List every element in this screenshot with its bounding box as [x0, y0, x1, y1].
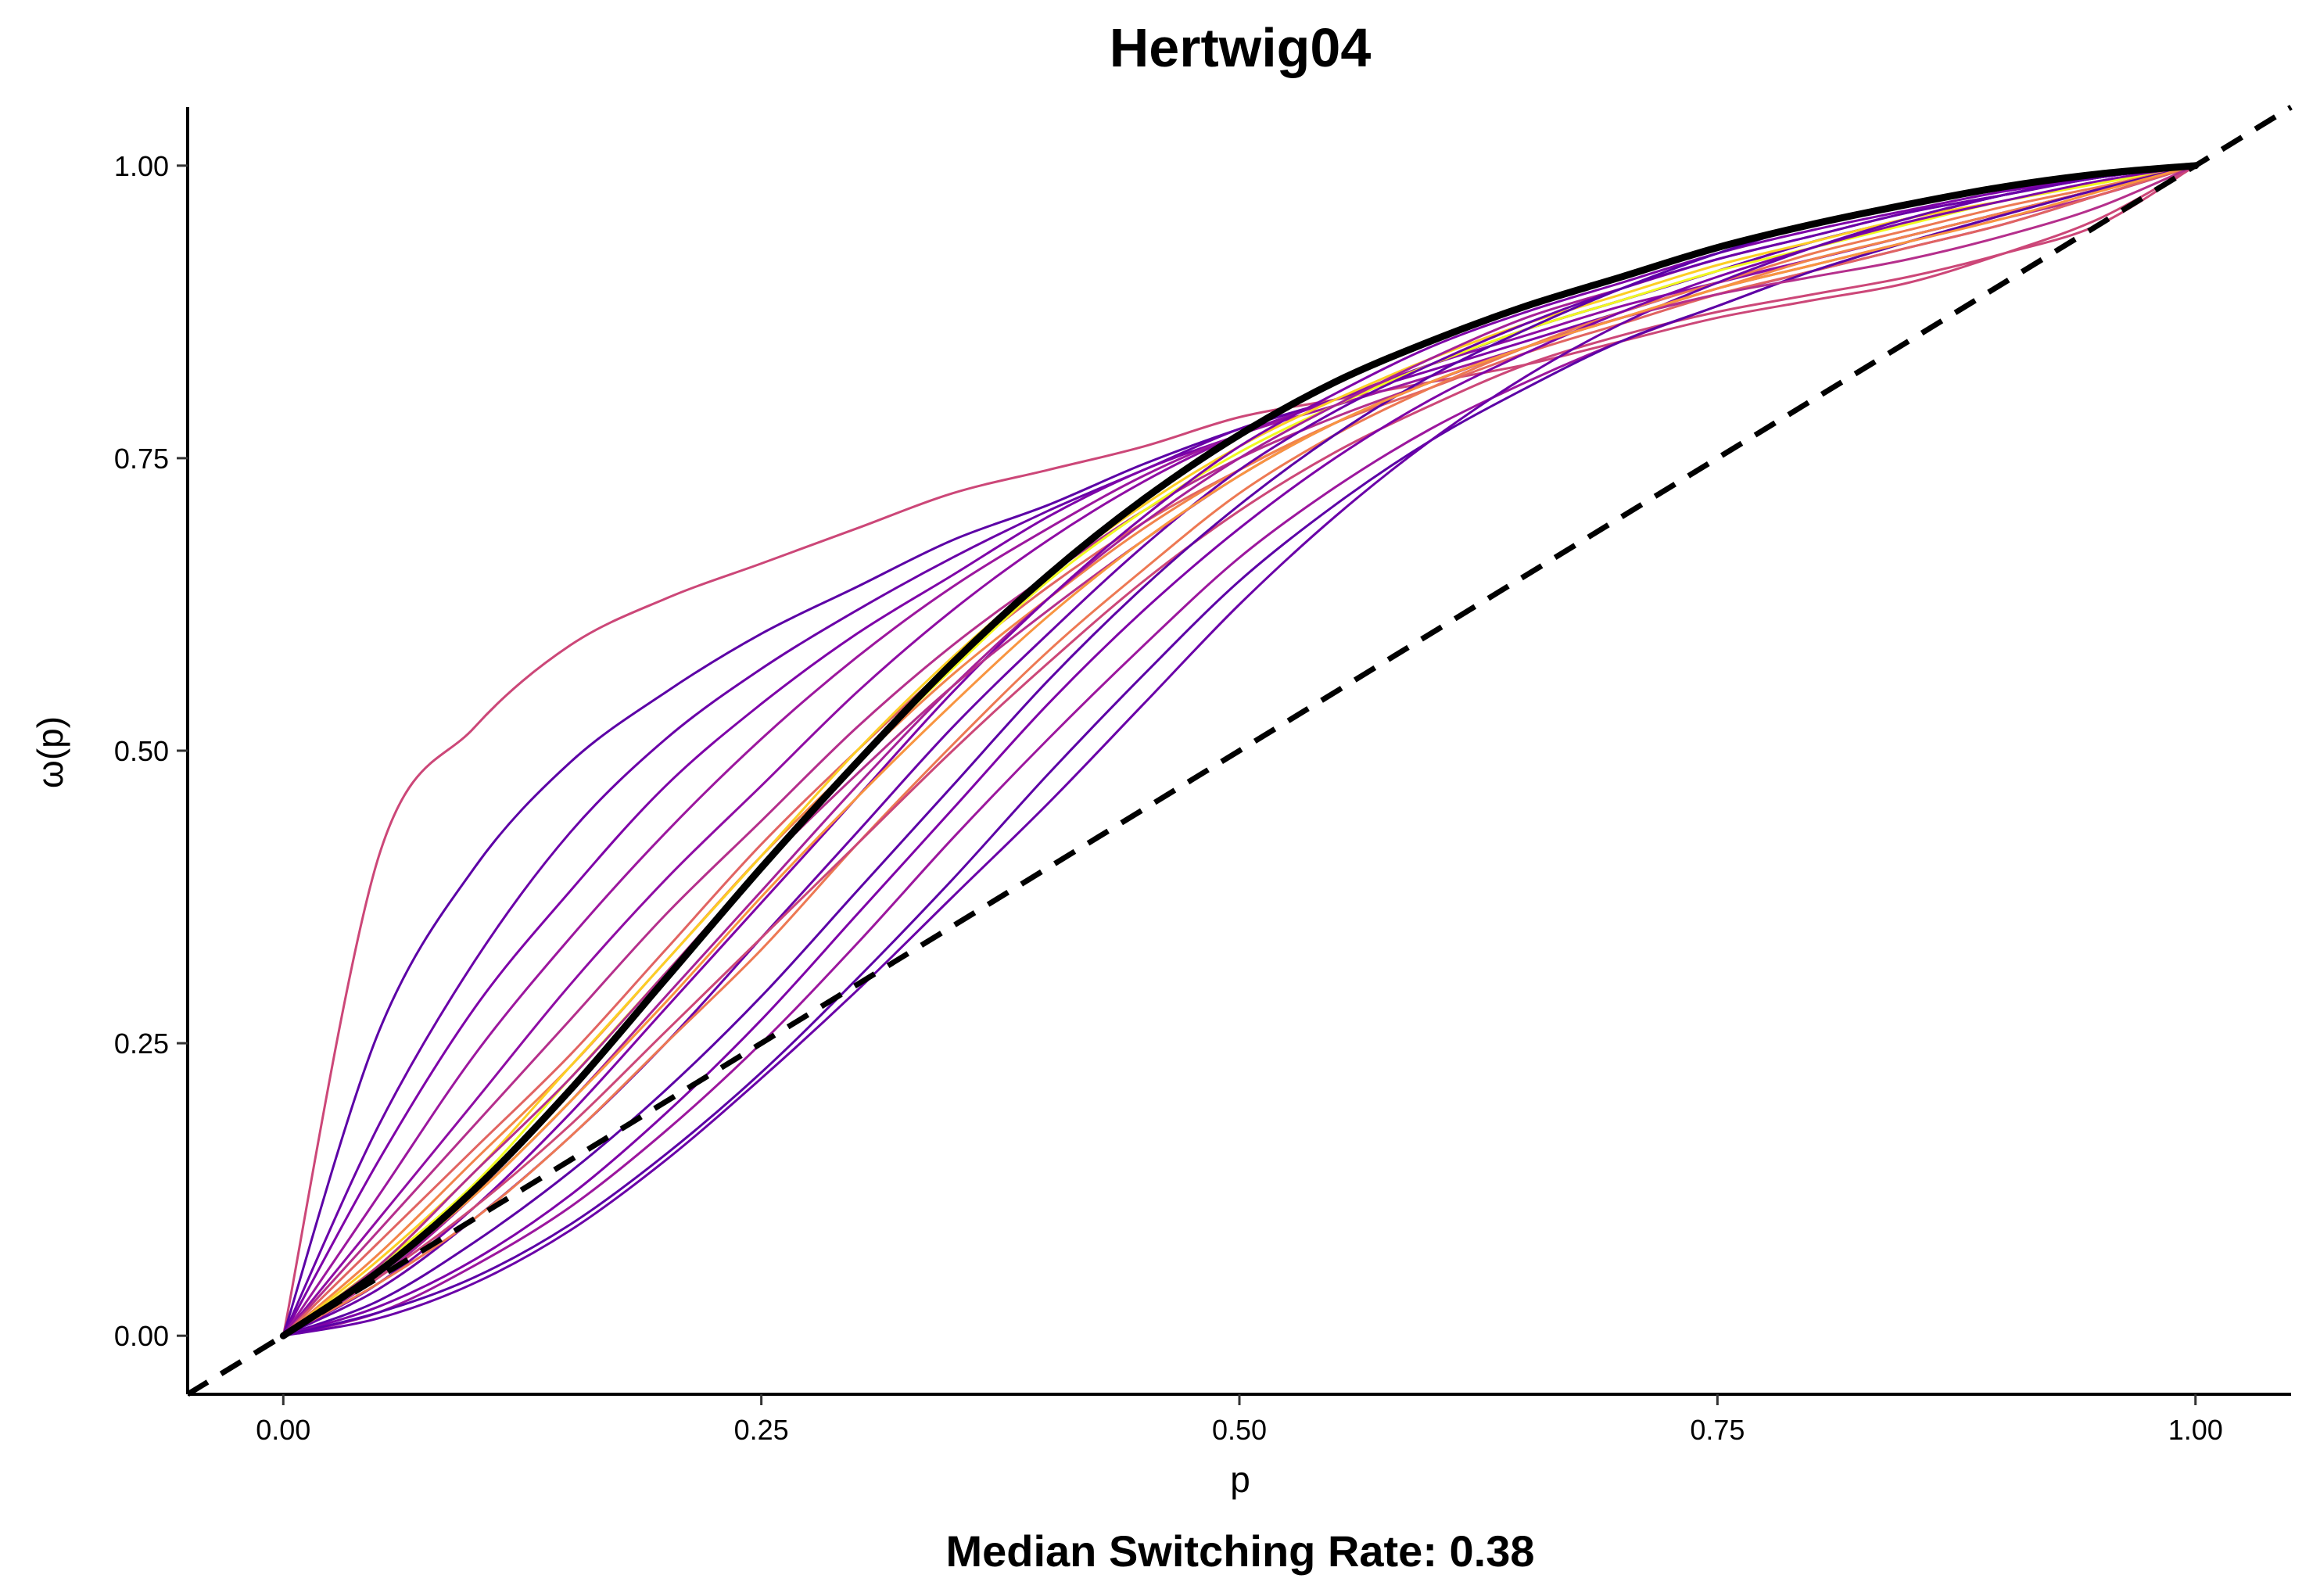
- x-tick-label: 0.50: [1212, 1414, 1267, 1446]
- x-tick-label: 0.75: [1690, 1414, 1745, 1446]
- individual-curves: [282, 164, 2196, 1337]
- individual-curve-21: [283, 164, 2196, 1337]
- x-tick-label: 1.00: [2168, 1414, 2223, 1446]
- mean-curve-layer: [279, 162, 2200, 1340]
- identity-reference-line: [186, 105, 2293, 1397]
- reference-line-layer: [186, 105, 2293, 1397]
- individual-curve-20: [282, 164, 2196, 1337]
- mean-curve: [279, 162, 2200, 1340]
- y-tick-label: 1.00: [114, 150, 169, 182]
- individual-curve-8: [282, 164, 2196, 1337]
- y-tick-label: 0.50: [114, 735, 169, 767]
- y-tick-label: 0.75: [114, 443, 169, 475]
- individual-curve-23: [282, 164, 2196, 1337]
- x-axis-title: p: [1230, 1459, 1250, 1500]
- y-axis-title: ω(p): [30, 716, 70, 788]
- x-tick-label: 0.25: [734, 1414, 789, 1446]
- y-ticks: 0.00 0.25 0.50 0.75 1.00: [114, 150, 188, 1352]
- chart-caption: Median Switching Rate: 0.38: [945, 1526, 1534, 1576]
- x-ticks: 0.00 0.25 0.50 0.75 1.00: [256, 1394, 2223, 1446]
- individual-curve-13: [282, 164, 2196, 1337]
- individual-curve-1: [282, 164, 2196, 1336]
- chart-title: Hertwig04: [1110, 17, 1372, 78]
- individual-curve-10: [282, 164, 2196, 1337]
- plot-panel: [186, 105, 2293, 1397]
- individual-curve-18: [282, 164, 2196, 1337]
- y-tick-label: 0.25: [114, 1028, 169, 1060]
- y-tick-label: 0.00: [114, 1320, 169, 1352]
- x-tick-label: 0.00: [256, 1414, 310, 1446]
- individual-curve-15: [282, 164, 2196, 1337]
